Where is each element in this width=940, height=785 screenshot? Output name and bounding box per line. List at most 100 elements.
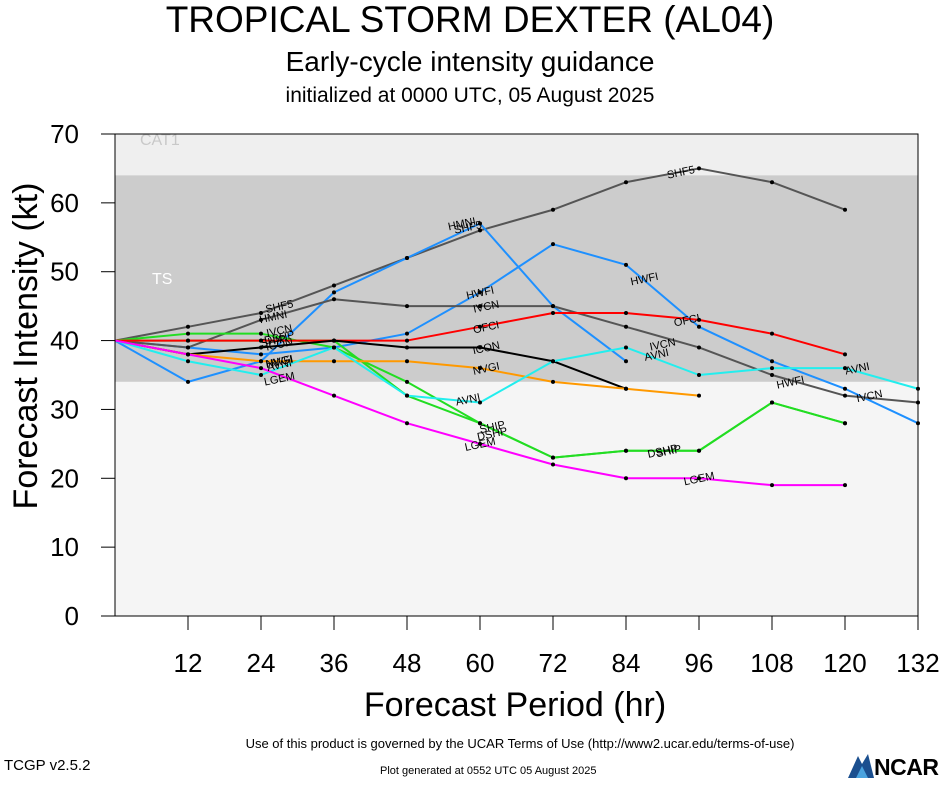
- y-tick-label: 30: [50, 394, 79, 424]
- data-point-nvgi: [405, 359, 409, 364]
- data-point-lgem: [186, 352, 190, 357]
- data-point-ofci: [186, 338, 190, 343]
- data-point-avni: [551, 359, 555, 364]
- ncar-logo-icon: [848, 754, 874, 778]
- series-label-ofci: OFCI: [673, 312, 701, 329]
- series-line-icon: [114, 339, 627, 390]
- series-label-ship: SHIP: [260, 333, 288, 350]
- series-label-hwfi: HWFI: [629, 271, 659, 289]
- series-label-hwfi: HWFI: [264, 353, 294, 371]
- data-point-lgem: [259, 366, 263, 371]
- data-point-ofci: [624, 311, 628, 316]
- data-point-avni: [697, 373, 701, 377]
- data-point-hmni: [186, 379, 190, 384]
- data-point-dshp: [186, 331, 190, 336]
- data-point-ivcn: [405, 304, 409, 309]
- y-tick-label: 10: [50, 532, 79, 562]
- generated-time: Plot generated at 0552 UTC 05 August 202…: [380, 765, 597, 777]
- data-point-shf5: [624, 180, 628, 185]
- x-tick-label: 36: [320, 648, 349, 678]
- band-labels: CAT1 TS: [140, 132, 180, 288]
- series-label-avni: AVNI: [643, 347, 670, 364]
- y-tick-label: 20: [50, 463, 79, 493]
- series-line-hwfi: [114, 243, 919, 425]
- series-line-hmni: [114, 222, 627, 383]
- x-axis-label: Forecast Period (hr): [363, 686, 667, 724]
- chart-title: TROPICAL STORM DEXTER (AL04): [165, 0, 775, 40]
- data-point-hwfi: [259, 352, 263, 357]
- data-point-hwfi: [843, 386, 847, 391]
- series-label-ivcn: IVCN: [649, 336, 677, 353]
- x-tick-label: 60: [466, 648, 495, 678]
- series-label-ivcn: IVCN: [855, 388, 883, 405]
- series-label-icon: ICON: [472, 340, 501, 357]
- data-point-hwfi: [478, 290, 482, 295]
- data-point-shf5: [770, 180, 774, 185]
- data-point-icon: [478, 345, 482, 350]
- data-point-lgem: [551, 462, 555, 467]
- data-point-shf5: [478, 228, 482, 233]
- y-tick-label: 0: [65, 601, 79, 631]
- data-point-dshp: [405, 379, 409, 384]
- y-tick-label: 60: [50, 188, 79, 218]
- series-line-avni: [114, 339, 919, 404]
- chart-subtitle: Early-cycle intensity guidance: [285, 46, 655, 77]
- series-label-hwfi: HWFI: [465, 285, 495, 303]
- x-tick-label: 120: [823, 648, 866, 678]
- data-point-hwfi: [697, 324, 701, 329]
- version-label: TCGP v2.5.2: [4, 757, 91, 774]
- data-point-hwfi: [405, 331, 409, 336]
- series-line-ivcn: [114, 298, 919, 404]
- series-label-ivcn: IVCN: [265, 323, 293, 340]
- data-point-hwfi: [551, 242, 555, 247]
- data-point-hmni: [478, 221, 482, 226]
- init-time: initialized at 0000 UTC, 05 August 2025: [285, 84, 655, 107]
- data-point-hmni: [405, 255, 409, 260]
- data-point-lgem: [843, 483, 847, 488]
- data-point-ofci: [551, 311, 555, 316]
- band-0: [115, 134, 918, 176]
- data-point-lgem: [624, 476, 628, 481]
- data-point-avni: [186, 359, 190, 364]
- series-label-hwfi: HWFI: [775, 374, 805, 392]
- data-point-ivcn: [551, 304, 555, 309]
- intensity-bands: [115, 134, 918, 616]
- series-label-ship: SHIP: [655, 443, 683, 460]
- data-point-nvgi: [697, 393, 701, 398]
- data-point-ofci: [405, 338, 409, 343]
- data-point-shf5: [551, 207, 555, 212]
- data-point-avni: [332, 345, 336, 350]
- data-point-ivcn: [624, 324, 628, 329]
- y-tick-label: 40: [50, 326, 79, 356]
- x-tick-label: 96: [685, 648, 714, 678]
- data-point-lgem: [770, 483, 774, 488]
- band-1: [115, 175, 918, 382]
- y-tick-label: 70: [50, 119, 79, 149]
- series-label-icon: ICON: [265, 336, 294, 353]
- data-point-hwfi: [624, 262, 628, 267]
- band-2: [115, 381, 918, 616]
- plot-frame: [114, 133, 919, 617]
- x-tick-label: 108: [750, 648, 793, 678]
- band-label-cat1: CAT1: [140, 132, 180, 149]
- x-tick-label: 48: [393, 648, 422, 678]
- series-label-shf5: SHF5: [666, 164, 696, 182]
- data-point-ivcn: [697, 345, 701, 350]
- y-tick-label: 50: [50, 257, 79, 287]
- x-tick-label: 72: [539, 648, 568, 678]
- series-label-nvgi: NVGI: [472, 360, 501, 377]
- data-point-ofci: [259, 338, 263, 343]
- data-point-avni: [405, 393, 409, 398]
- data-point-hmni: [624, 359, 628, 364]
- data-point-shf5: [186, 324, 190, 329]
- series-label-hmni: HMNI: [447, 216, 477, 234]
- data-point-ship: [551, 455, 555, 460]
- data-point-ivcn: [770, 373, 774, 377]
- series-label-ship: SHIP: [479, 419, 507, 436]
- ncar-logo: NCAR: [846, 752, 940, 780]
- data-point-hwfi: [770, 359, 774, 364]
- data-point-lgem: [478, 441, 482, 446]
- data-point-icon: [405, 345, 409, 350]
- data-point-shf5: [332, 283, 336, 288]
- data-point-shf5: [697, 166, 701, 171]
